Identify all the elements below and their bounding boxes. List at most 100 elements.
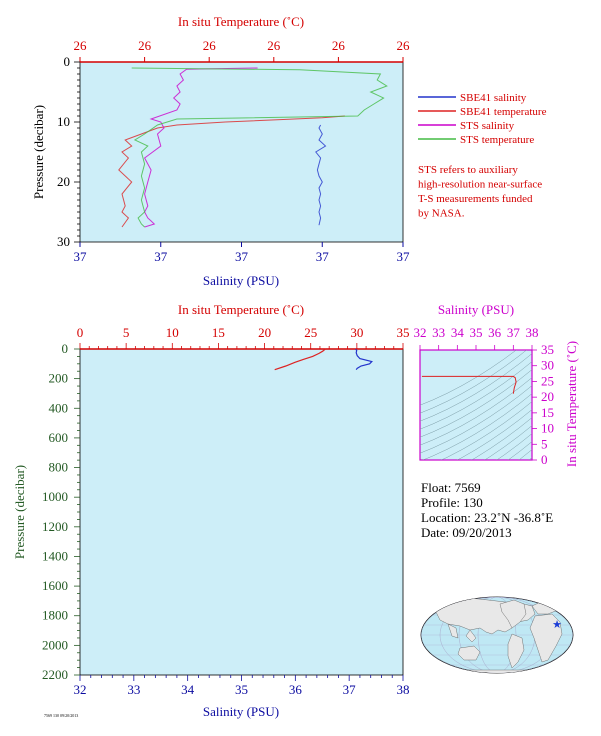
info-date: Date: 09/20/2013 (421, 525, 512, 540)
panel2-bottom-tick-label: 35 (235, 682, 248, 697)
ts-density-contour (471, 417, 532, 460)
panel2-series-1 (274, 348, 326, 371)
ts-right-tick-label: 5 (541, 436, 548, 451)
panel1-left-axis-label: Pressure (decibar) (31, 105, 46, 199)
panel2-left-tick-label: 1400 (42, 548, 68, 563)
legend-label: STS temperature (460, 134, 534, 146)
panel2-left-tick-label: 800 (49, 460, 69, 475)
ts-top-tick-label: 35 (470, 325, 483, 340)
panel2-left-tick-label: 1000 (42, 489, 68, 504)
panel1-top-ticks: 26 26 26 26 26 26 (74, 38, 410, 62)
ts-top-tick-label: 38 (526, 325, 539, 340)
ts-density-contour (420, 361, 532, 430)
panel2-top-ticks: 0 5 10 15 20 25 30 35 (77, 325, 410, 349)
panel1-bottom-tick-label: 37 (74, 249, 88, 264)
panel2-plot-area (79, 348, 404, 676)
legend-label: STS salinity (460, 120, 515, 132)
legend-note-line: high-resolution near-surface (418, 179, 542, 191)
ts-density-contour (422, 393, 532, 460)
info-profile: Profile: 130 (421, 495, 483, 510)
ts-right-tick-label: 30 (541, 358, 554, 373)
ts-plot-area (419, 349, 533, 461)
ts-density-contour (507, 441, 532, 460)
float-info: Float: 7569 Profile: 130 Location: 23.2˚… (421, 480, 553, 540)
ts-density-contour (420, 385, 532, 454)
panel2-bottom-tick-label: 37 (343, 682, 357, 697)
panel1-left-tick-label: 10 (57, 114, 70, 129)
ts-top-ticks: 32 33 34 35 36 37 38 (414, 325, 539, 350)
ts-top-tick-label: 33 (432, 325, 445, 340)
panel1-left-tick-label: 20 (57, 174, 70, 189)
panel2-bottom-tick-label: 32 (74, 682, 87, 697)
panel2-left-tick-label: 1200 (42, 519, 68, 534)
panel2-bottom-tick-label: 38 (397, 682, 410, 697)
panel2-top-axis-label: In situ Temperature (˚C) (178, 302, 304, 317)
panel1-bottom-tick-label: 37 (154, 249, 168, 264)
legend-label: SBE41 temperature (460, 106, 547, 118)
panel1-bottom-tick-label: 37 (316, 249, 330, 264)
near-surface-panel: In situ Temperature (˚C) 26 26 26 26 26 26 37… (31, 14, 410, 288)
panel2-left-tick-label: 200 (49, 371, 69, 386)
full-profile-panel: In situ Temperature (˚C) 0 5 10 15 20 25 30 35 … (12, 302, 410, 719)
panel1-left-tick-label: 0 (64, 54, 71, 69)
panel2-left-axis-label: Pressure (decibar) (12, 465, 27, 559)
panel2-left-tick-label: 2200 (42, 667, 68, 682)
panel1-series-4 (131, 67, 388, 228)
ts-top-tick-label: 34 (451, 325, 465, 340)
panel2-top-tick-label: 30 (350, 325, 363, 340)
panel2-left-ticks: 0 200 400 600 800 1000 1200 1400 1600 1800 2000 220… (42, 341, 80, 682)
legend-label: SBE41 salinity (460, 92, 527, 104)
panel1-top-tick-label: 26 (74, 38, 88, 53)
float-location-marker: ★ (552, 619, 562, 631)
panel2-left-tick-label: 2000 (42, 637, 68, 652)
ts-density-contour (496, 433, 532, 460)
ts-right-tick-label: 25 (541, 373, 554, 388)
panel1-top-tick-label: 26 (332, 38, 346, 53)
panel1-plot-area (79, 61, 404, 243)
legend-note-line: T-S measurements funded (418, 193, 533, 205)
land-africa (529, 613, 563, 663)
ts-density-contours (420, 350, 532, 460)
panel1-top-tick-label: 26 (203, 38, 217, 53)
ts-density-contour (420, 353, 532, 422)
land-australia (457, 645, 481, 661)
ts-right-tick-label: 0 (541, 452, 548, 467)
panel1-bottom-axis-label: Salinity (PSU) (203, 273, 279, 288)
panel2-top-tick-label: 0 (77, 325, 84, 340)
ts-diagram-panel: Salinity (PSU) 32 33 34 35 36 37 38 0510152025… (414, 302, 580, 467)
info-float: Float: 7569 (421, 480, 481, 495)
panel2-top-tick-label: 25 (304, 325, 317, 340)
ts-right-tick-label: 20 (541, 389, 554, 404)
ts-right-tick-label: 10 (541, 421, 554, 436)
panel2-top-tick-label: 20 (258, 325, 271, 340)
panel2-left-tick-label: 1600 (42, 578, 68, 593)
panel2-bottom-tick-label: 36 (289, 682, 303, 697)
panel2-series (274, 348, 373, 371)
ts-top-tick-label: 37 (507, 325, 521, 340)
ts-right-axis-label: In situ Temperature (˚C) (564, 341, 579, 467)
panel1-series-3 (143, 67, 258, 228)
ts-density-contour (420, 350, 527, 414)
panel2-bottom-tick-label: 33 (127, 682, 140, 697)
panel2-top-tick-label: 35 (397, 325, 410, 340)
panel2-bottom-axis-label: Salinity (PSU) (203, 704, 279, 719)
panel1-bottom-tick-label: 37 (235, 249, 249, 264)
panel1-top-tick-label: 26 (267, 38, 281, 53)
legend: SBE41 salinity SBE41 temperature STS salin… (418, 92, 547, 220)
ts-density-contour (456, 409, 532, 460)
panel1-bottom-ticks: 37 37 37 37 37 (74, 242, 410, 264)
ts-top-axis-label: Salinity (PSU) (438, 302, 514, 317)
panel2-left-tick-label: 400 (49, 400, 69, 415)
panel2-left-tick-label: 1800 (42, 608, 68, 623)
panel2-left-tick-label: 600 (49, 430, 69, 445)
land-south-america (507, 633, 525, 669)
panel1-top-axis-label: In situ Temperature (˚C) (178, 14, 304, 29)
panel1-left-tick-label: 30 (57, 234, 70, 249)
ts-top-tick-label: 32 (414, 325, 427, 340)
ts-series-1 (421, 375, 517, 394)
map-meridian (477, 597, 517, 673)
panel2-top-tick-label: 5 (123, 325, 130, 340)
panel2-left-tick-label: 0 (62, 341, 69, 356)
legend-note-line: by NASA. (418, 208, 465, 220)
